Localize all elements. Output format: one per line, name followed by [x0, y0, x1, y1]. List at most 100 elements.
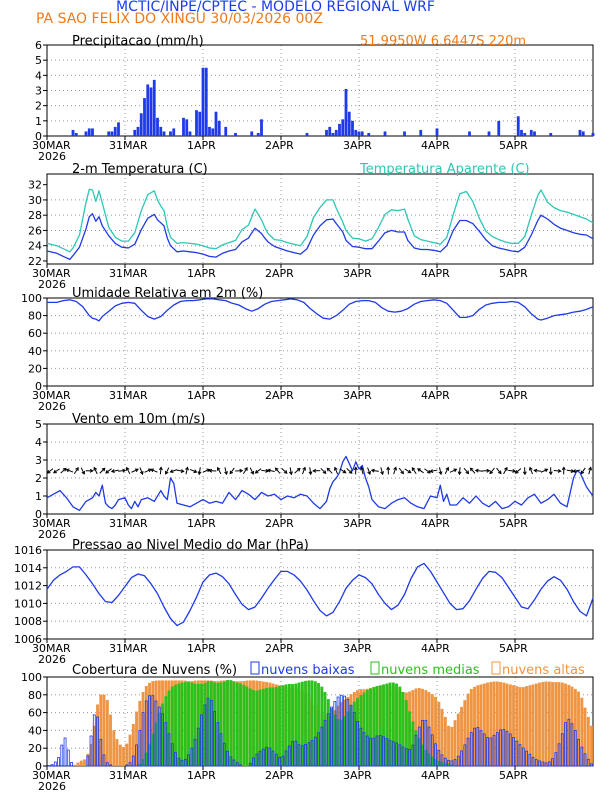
precip-bar: [520, 129, 523, 136]
cloud-low-bar: [518, 744, 522, 767]
wind-arrow-head: [208, 468, 213, 473]
cloud-low-bar: [424, 719, 428, 767]
wind-arrow: [444, 467, 449, 475]
precip-bar: [201, 67, 205, 136]
cloud-low-bar: [167, 733, 171, 767]
rh-xtick-label: 3APR: [343, 389, 372, 402]
wind-arrow-head: [453, 468, 458, 473]
rh-ytick-label: 100: [21, 292, 42, 305]
legend-high-swatch: [491, 661, 501, 675]
precip-xtick-label: 31MAR: [109, 139, 148, 152]
wind-arrow-head: [572, 469, 577, 473]
pressure-xtick-label: 3APR: [343, 642, 372, 655]
cloud-low-bar: [414, 734, 418, 767]
wind-arrow: [424, 468, 431, 474]
wind-arrow-head: [360, 466, 364, 471]
cloud-low-bar: [495, 732, 499, 767]
precip-bar: [217, 120, 221, 136]
cloud-high-bar: [544, 681, 548, 767]
cloud-low-bar: [304, 744, 307, 767]
precip-xtick-label: 3APR: [343, 139, 372, 152]
cloud-low-bar: [291, 741, 294, 767]
precip-bar: [529, 129, 533, 136]
cloud-high-bar: [118, 744, 122, 767]
precip-bar: [338, 123, 341, 136]
wind-arrow-head: [122, 468, 127, 473]
wind-arrow: [380, 467, 384, 475]
wind-arrow-head: [548, 471, 553, 476]
cloud-low-bar: [505, 730, 509, 767]
cloud-low-bar: [148, 695, 151, 767]
humidity-frame: [46, 297, 594, 387]
cloud-low-bar: [427, 726, 431, 767]
cloud-low-bar: [538, 760, 541, 767]
cloud-low-bar: [271, 750, 275, 767]
legend-low-label: nuvens baixas: [261, 663, 355, 678]
wind-arrow: [367, 467, 371, 475]
precip-grid: [47, 45, 593, 136]
wind-arrow: [339, 468, 346, 474]
wind-arrow-head: [312, 468, 317, 473]
wind-arrow: [334, 467, 339, 475]
wind-arrow-head: [216, 466, 221, 471]
temp-ytick-label: 30: [28, 194, 42, 207]
cloud-high-bar: [125, 743, 129, 767]
pressure-xtick-label: 30MAR: [32, 642, 71, 655]
cloud-low-bar: [164, 722, 168, 767]
temp-xtick-label: 4APR: [421, 267, 450, 280]
precip-bar: [331, 132, 335, 136]
precip-bar: [152, 79, 156, 136]
wind-arrow-head: [254, 469, 259, 474]
wind-ytick-label: 3: [35, 454, 42, 467]
cloud-low-bar: [443, 757, 447, 767]
cloud-low-bar: [174, 752, 177, 767]
cloud-low-bar: [336, 696, 340, 767]
wind-arrow-head: [445, 466, 450, 471]
cloud-low-bar: [274, 753, 278, 767]
wind-arrow: [131, 468, 139, 473]
wind-arrow-head: [533, 468, 538, 473]
wind-xtick-label: 2APR: [265, 517, 294, 530]
wind-arrow-head: [411, 467, 416, 471]
cloud-low-bar: [356, 721, 359, 767]
cloud-low-bar: [492, 734, 496, 767]
temperature-frame: [46, 173, 594, 265]
pressure-ytick-label: 1008: [14, 615, 42, 628]
precip-bar: [204, 67, 208, 136]
cloud-low-bar: [330, 706, 333, 767]
cloud-low-bar: [307, 742, 311, 767]
rh-series-main: [47, 298, 594, 322]
temperature-panel: 2-m Temperatura (C) Temperatura Aparente…: [28, 162, 594, 291]
cloud-high-bar: [590, 725, 593, 767]
wind-arrow-head: [393, 466, 397, 471]
cloud-low-bar: [300, 745, 304, 767]
wind-arrow: [261, 469, 269, 472]
cloud-mid-bar: [180, 682, 184, 767]
legend-mid-swatch: [370, 661, 380, 675]
pressure-xtick-label: 5APR: [499, 642, 528, 655]
wind-arrow-head: [101, 467, 106, 472]
precip-bar: [260, 119, 263, 136]
pressure-ytick-label: 1012: [14, 580, 42, 593]
wind-arrow-head: [326, 467, 331, 472]
cloud-low-bar: [229, 756, 233, 767]
cloud-low-bar: [560, 733, 564, 767]
cloud-low-bar: [398, 744, 402, 767]
wind-arrow-head: [244, 467, 248, 471]
cloud-low-bar: [460, 750, 463, 767]
cloud-low-bar: [284, 750, 288, 767]
legend-mid-label: nuvens medias: [381, 663, 480, 678]
wind-arrow: [281, 468, 288, 474]
cloud-low-bar: [125, 764, 129, 767]
cloud-low-bar: [180, 760, 184, 767]
wind-arrow: [404, 468, 411, 474]
pressure-grid: [47, 550, 593, 639]
cloud-low-bar: [512, 737, 515, 767]
precip-ytick-label: 6: [35, 39, 42, 52]
cloud-low-bar: [378, 735, 382, 767]
cloud-low-bar: [239, 764, 242, 767]
wind-ytick-label: 5: [35, 418, 42, 431]
wind-arrow-head: [134, 468, 139, 473]
cloud-high-bar: [586, 716, 590, 767]
cloud-low-bar: [138, 730, 142, 767]
